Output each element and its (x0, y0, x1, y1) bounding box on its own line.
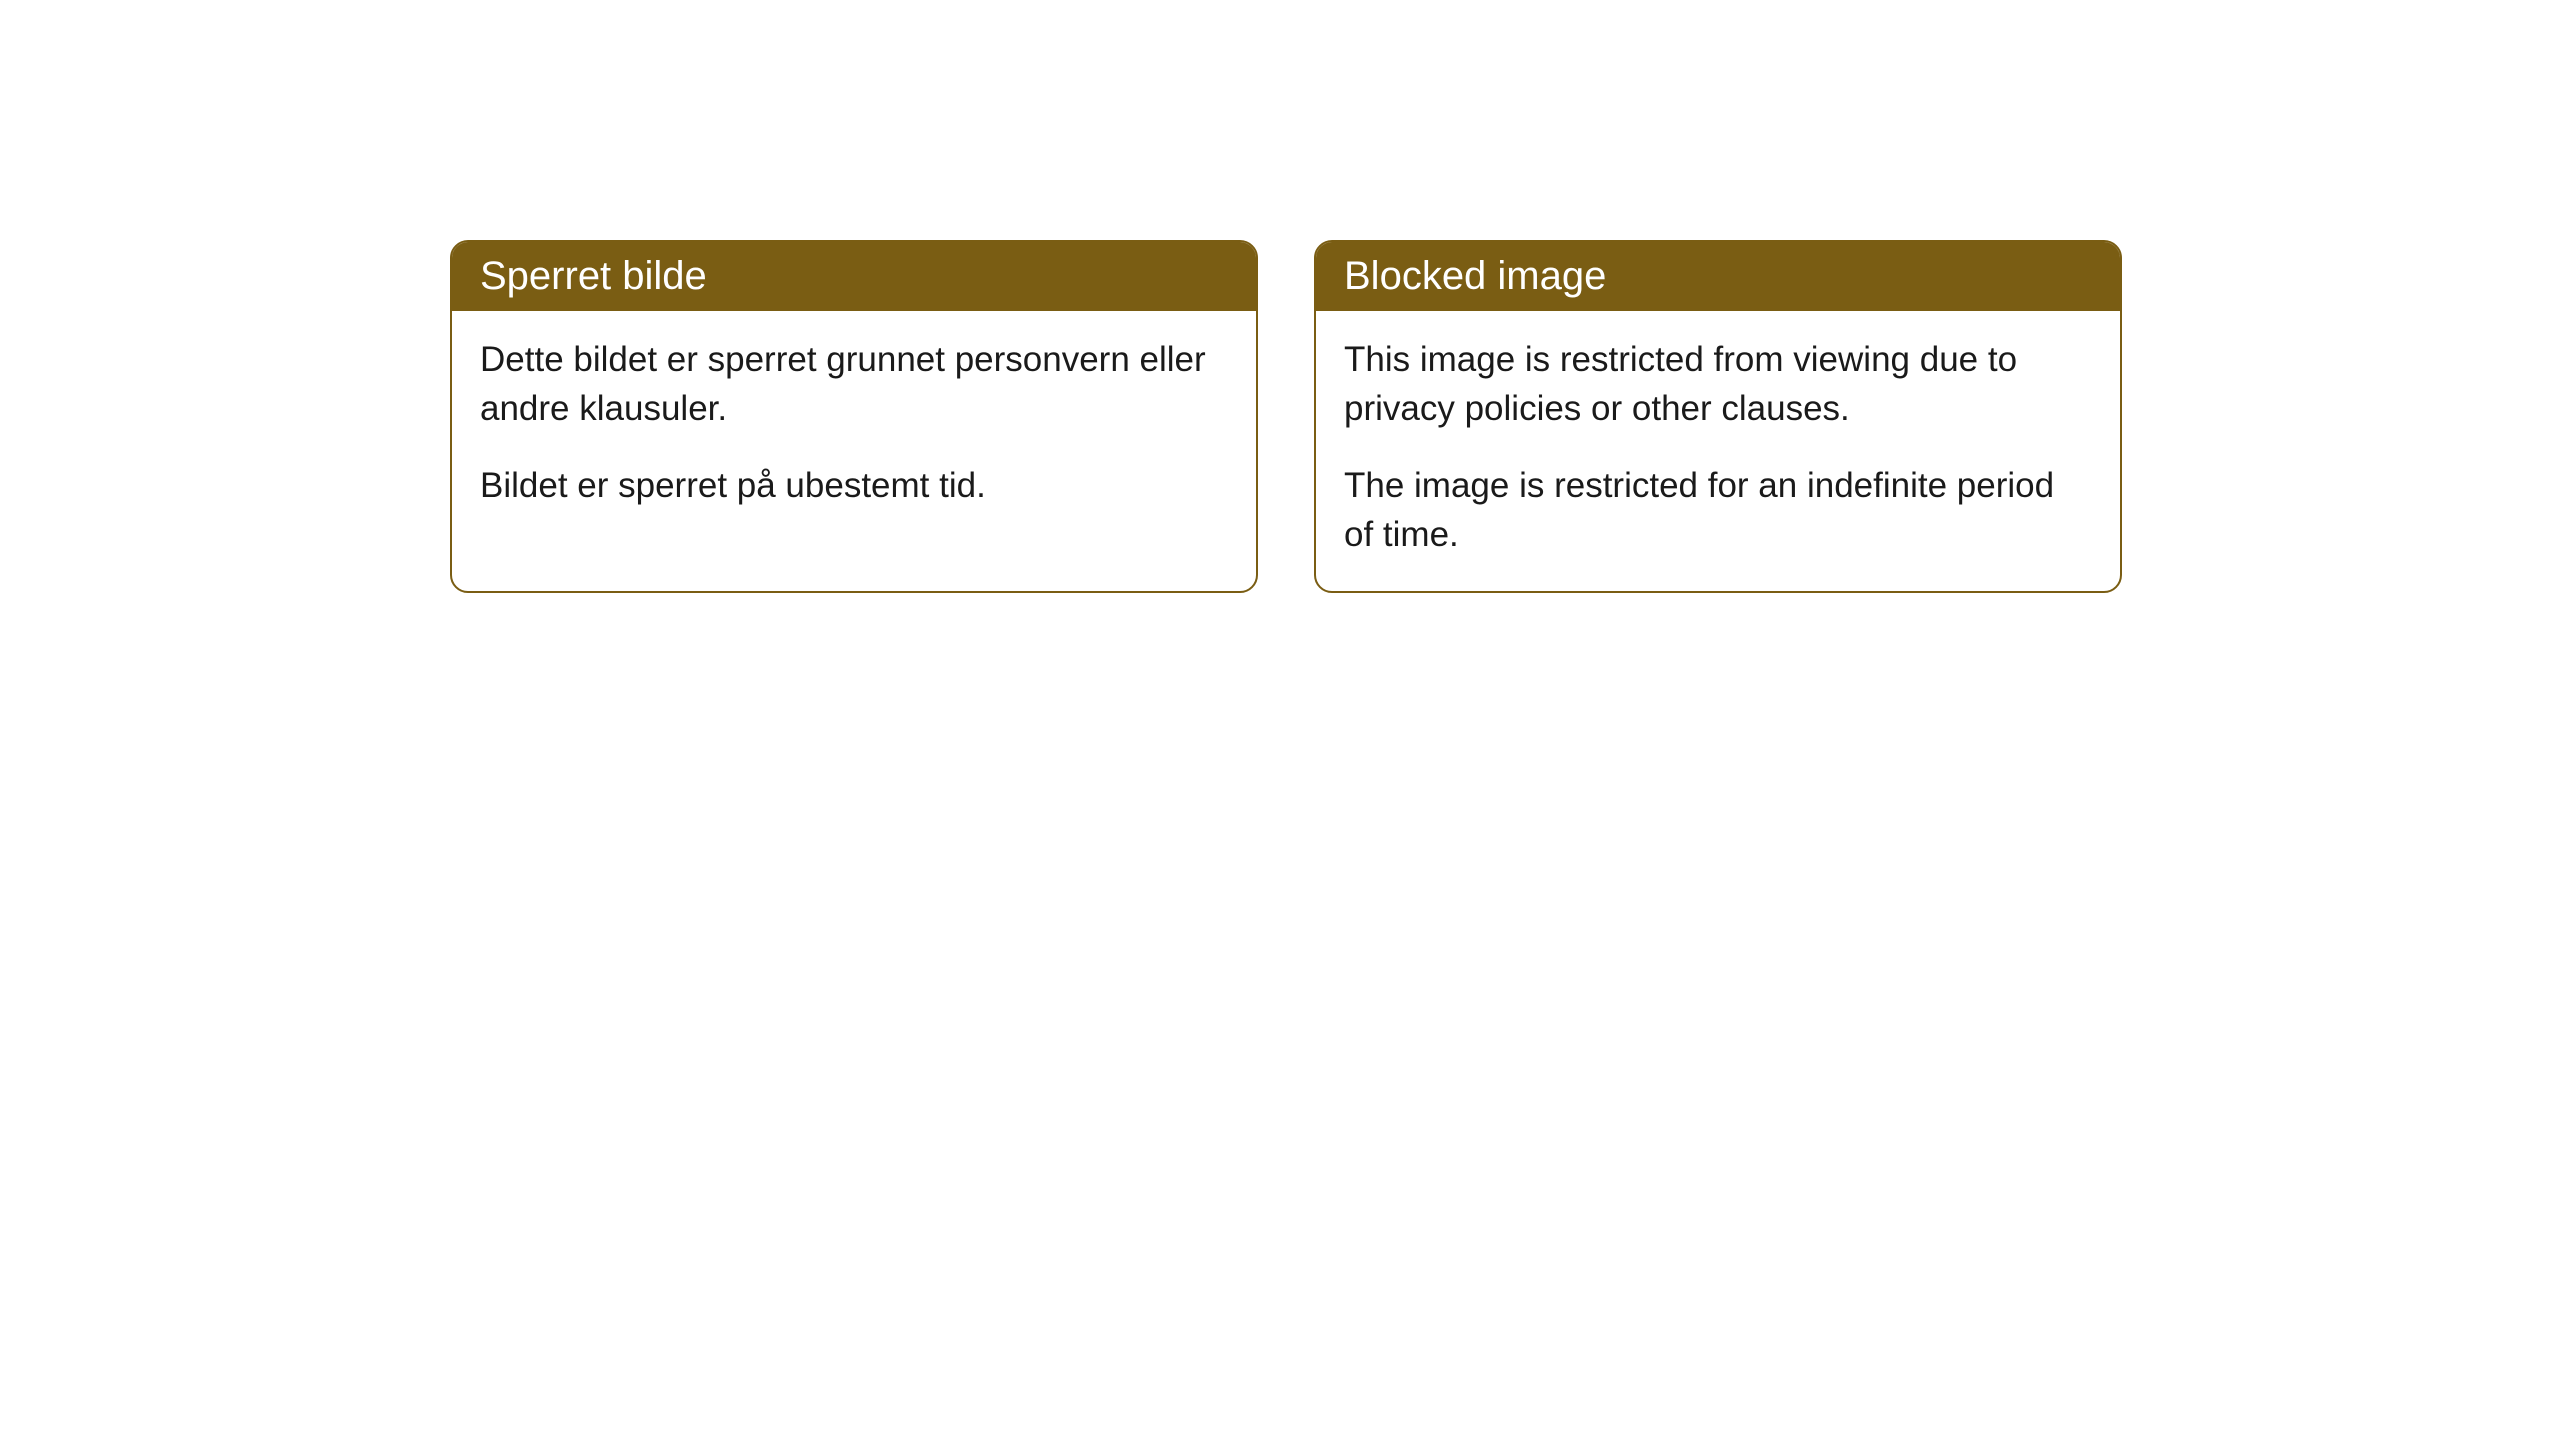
blocked-image-card-english: Blocked image This image is restricted f… (1314, 240, 2122, 593)
card-header: Blocked image (1316, 242, 2120, 311)
notice-cards-container: Sperret bilde Dette bildet er sperret gr… (450, 240, 2122, 593)
card-body: This image is restricted from viewing du… (1316, 311, 2120, 591)
card-text-line-1: This image is restricted from viewing du… (1344, 335, 2092, 433)
card-text-line-2: The image is restricted for an indefinit… (1344, 461, 2092, 559)
card-body: Dette bildet er sperret grunnet personve… (452, 311, 1256, 542)
card-text-line-2: Bildet er sperret på ubestemt tid. (480, 461, 1228, 510)
card-header: Sperret bilde (452, 242, 1256, 311)
card-title: Blocked image (1344, 254, 1606, 298)
blocked-image-card-norwegian: Sperret bilde Dette bildet er sperret gr… (450, 240, 1258, 593)
card-title: Sperret bilde (480, 254, 707, 298)
card-text-line-1: Dette bildet er sperret grunnet personve… (480, 335, 1228, 433)
